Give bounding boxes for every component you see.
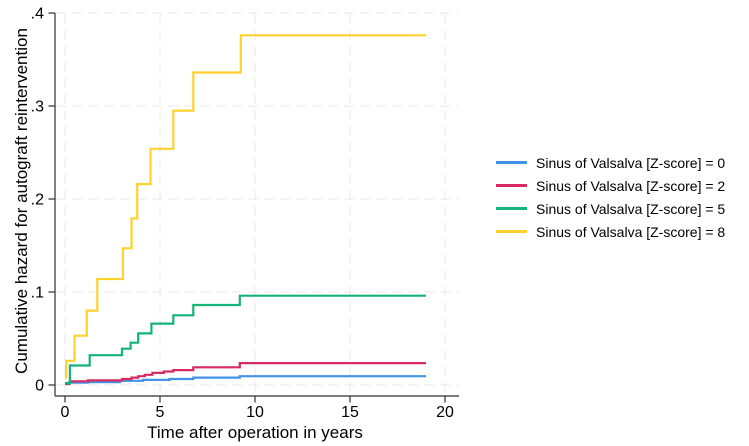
plot-area: 0 .1 .2 .3 .4 0 5 10 15 20: [31, 6, 459, 421]
legend-label: Sinus of Valsalva [Z-score] = 8: [536, 223, 726, 240]
legend: Sinus of Valsalva [Z-score] = 0 Sinus of …: [496, 151, 725, 243]
series-line-2: [65, 294, 426, 385]
legend-item-3: Sinus of Valsalva [Z-score] = 8: [496, 220, 725, 243]
series-line-1: [65, 362, 426, 385]
y-axis-title: Cumulative hazard for autograft reinterv…: [12, 28, 31, 374]
x-tick-label: 10: [246, 404, 264, 421]
legend-line-swatch: [496, 230, 527, 233]
legend-line-swatch: [496, 207, 527, 210]
legend-label: Sinus of Valsalva [Z-score] = 5: [536, 200, 726, 217]
legend-line-swatch: [496, 184, 527, 187]
legend-label: Sinus of Valsalva [Z-score] = 0: [536, 154, 726, 171]
y-tick-label: .2: [31, 192, 44, 209]
series-line-0: [65, 375, 426, 386]
legend-item-1: Sinus of Valsalva [Z-score] = 2: [496, 174, 725, 197]
legend-item-2: Sinus of Valsalva [Z-score] = 5: [496, 197, 725, 220]
x-tick-label: 5: [156, 404, 165, 421]
y-tick-label: .1: [31, 285, 44, 302]
y-tick-label: .3: [31, 99, 44, 116]
x-tick-label: 0: [61, 404, 70, 421]
legend-item-0: Sinus of Valsalva [Z-score] = 0: [496, 151, 725, 174]
legend-line-swatch: [496, 161, 527, 164]
series-line-3: [65, 34, 426, 379]
x-tick-label: 15: [341, 404, 359, 421]
y-tick-label: .4: [31, 6, 44, 23]
x-axis-title: Time after operation in years: [147, 423, 363, 442]
x-tick-label: 20: [436, 404, 454, 421]
y-tick-label: 0: [35, 378, 44, 395]
legend-label: Sinus of Valsalva [Z-score] = 2: [536, 177, 726, 194]
